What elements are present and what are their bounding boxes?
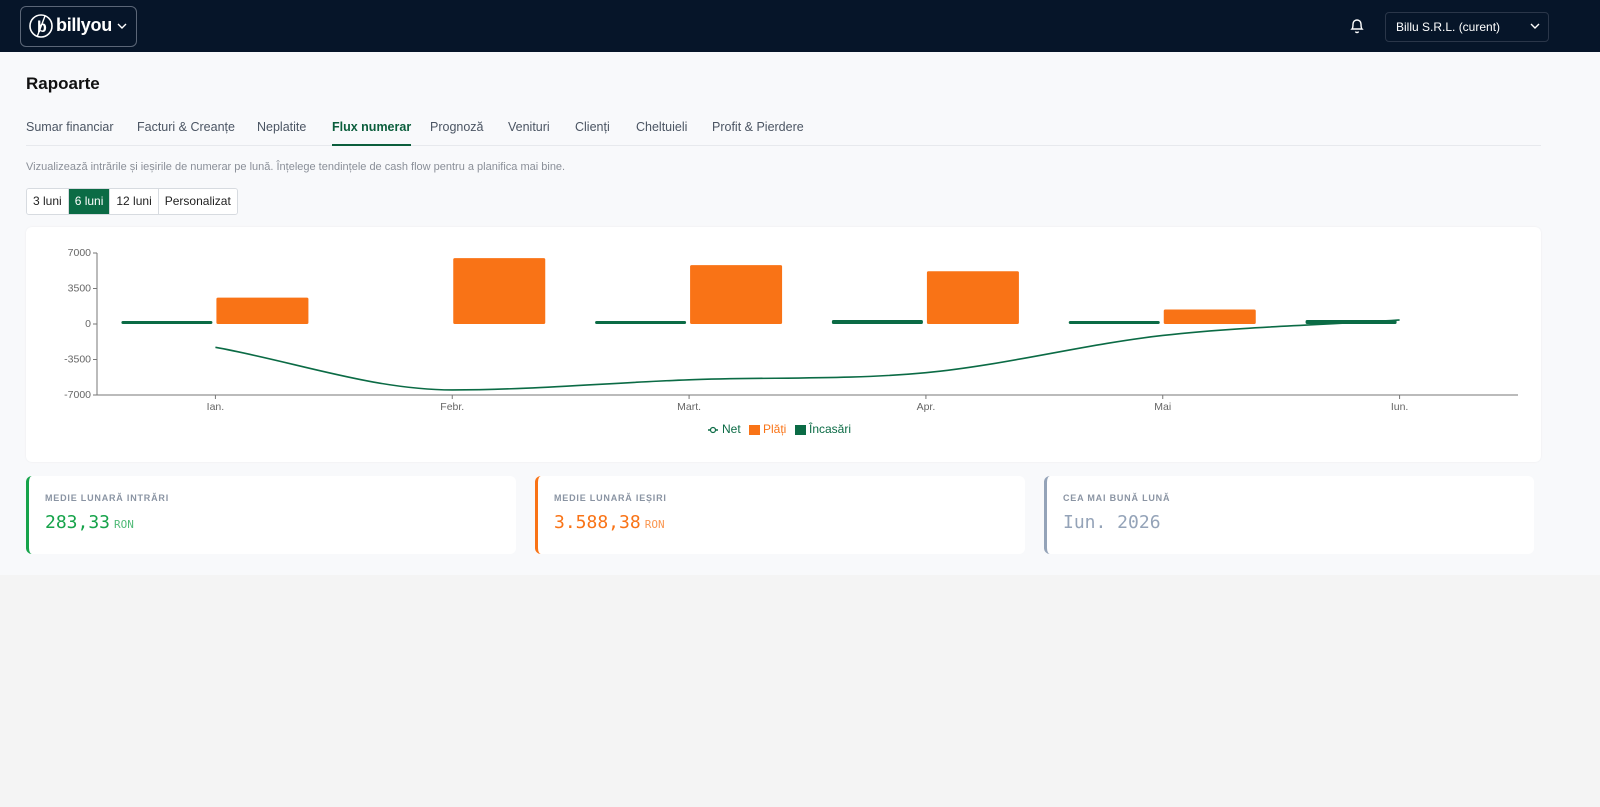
top-bar: b billyou Billu S.R.L. (curent) xyxy=(0,0,1600,52)
legend-swatch xyxy=(749,425,760,435)
legend-label: Încasări xyxy=(808,421,851,436)
x-tick-label: Mart. xyxy=(677,401,701,413)
stat-label: MEDIE LUNARĂ IEȘIRI xyxy=(554,493,667,503)
stat-value: Iun. 2026 xyxy=(1063,512,1161,533)
svg-text:b: b xyxy=(37,19,47,36)
y-tick-label: 0 xyxy=(85,318,91,330)
y-tick-label: -3500 xyxy=(64,353,91,365)
chevron xyxy=(1530,23,1540,29)
net-line xyxy=(215,319,1400,391)
bar xyxy=(831,319,923,324)
bar xyxy=(216,297,309,324)
legend-swatch xyxy=(795,425,806,435)
logo-icon: b xyxy=(29,14,53,38)
range-button[interactable]: 6 luni xyxy=(68,189,111,214)
range-button[interactable]: Personalizat xyxy=(158,189,237,214)
bar xyxy=(1068,320,1160,324)
page-title: Rapoarte xyxy=(26,74,100,93)
stat-label: CEA MAI BUNĂ LUNĂ xyxy=(1063,493,1171,503)
stat-value: 3.588,38 RON xyxy=(554,512,665,533)
stat-card: MEDIE LUNARĂ IEȘIRI 3.588,38 RON xyxy=(535,476,1025,554)
range-selector: 3 luni 6 luni 12 luni Personalizat xyxy=(26,188,238,215)
chevron xyxy=(117,23,127,29)
tab[interactable]: Prognoză xyxy=(430,120,484,134)
bar xyxy=(595,320,687,324)
stat-unit: RON xyxy=(644,518,665,531)
legend: Net Plăți Încasări xyxy=(708,421,851,436)
company-select[interactable]: Billu S.R.L. (curent) xyxy=(1385,12,1549,42)
legend-swatch xyxy=(709,426,717,434)
tab[interactable]: Venituri xyxy=(508,120,550,134)
legend-label: Plăți xyxy=(763,422,786,436)
x-tick-label: Mai xyxy=(1154,401,1171,413)
stat-label: MEDIE LUNARĂ INTRĂRI xyxy=(45,493,169,503)
chart: 7000 3500 0 -3500 -7000 Ian. Febr. Mart. Apr. Mai… xyxy=(64,247,1518,436)
tab[interactable]: Sumar financiar xyxy=(26,120,114,134)
chart-card: 7000 3500 0 -3500 -7000 Ian. Febr. Mart. Apr. Mai… xyxy=(26,227,1541,462)
logo-text: billyou xyxy=(56,15,112,35)
description: Vizualizează intrările și ieșirile de nu… xyxy=(26,161,566,173)
bar xyxy=(121,320,213,324)
bar xyxy=(1163,309,1256,324)
stat-value: 283,33 RON xyxy=(45,512,134,533)
tab[interactable]: Neplatite xyxy=(257,120,307,134)
tabs: Sumar financiar Facturi & Creanțe Neplatit… xyxy=(26,118,1541,146)
tab[interactable]: Facturi & Creanțe xyxy=(137,120,235,134)
x-tick-label: Febr. xyxy=(440,401,464,413)
bar xyxy=(690,265,783,324)
bar xyxy=(453,258,546,324)
stat-unit: RON xyxy=(114,518,134,531)
x-tick-label: Iun. xyxy=(1391,401,1409,413)
company-name: Billu S.R.L. (curent) xyxy=(1396,20,1501,34)
notifications[interactable] xyxy=(1349,17,1365,35)
y-tick-label: 7000 xyxy=(68,247,92,259)
tab[interactable]: Clienți xyxy=(575,120,610,134)
legend-label: Net xyxy=(722,422,741,436)
x-tick-label: Ian. xyxy=(207,401,225,413)
range-button[interactable]: 12 luni xyxy=(110,189,159,214)
tab[interactable]: Cheltuieli xyxy=(636,120,688,134)
y-tick-label: 3500 xyxy=(68,282,92,294)
tab[interactable]: Flux numerar xyxy=(332,120,412,146)
bar xyxy=(926,271,1019,324)
stat-card: CEA MAI BUNĂ LUNĂ Iun. 2026 xyxy=(1044,476,1534,554)
stat-number: 283,33 xyxy=(45,512,111,533)
logo-switcher[interactable]: b billyou xyxy=(20,6,137,47)
x-tick-label: Apr. xyxy=(917,401,936,413)
stat-number: Iun. 2026 xyxy=(1063,512,1161,533)
y-tick-label: -7000 xyxy=(64,389,91,401)
range-button[interactable]: 3 luni xyxy=(27,189,69,214)
stat-card: MEDIE LUNARĂ INTRĂRI 283,33 RON xyxy=(26,476,516,554)
tab[interactable]: Profit & Pierdere xyxy=(712,120,804,134)
stat-number: 3.588,38 xyxy=(554,512,641,533)
